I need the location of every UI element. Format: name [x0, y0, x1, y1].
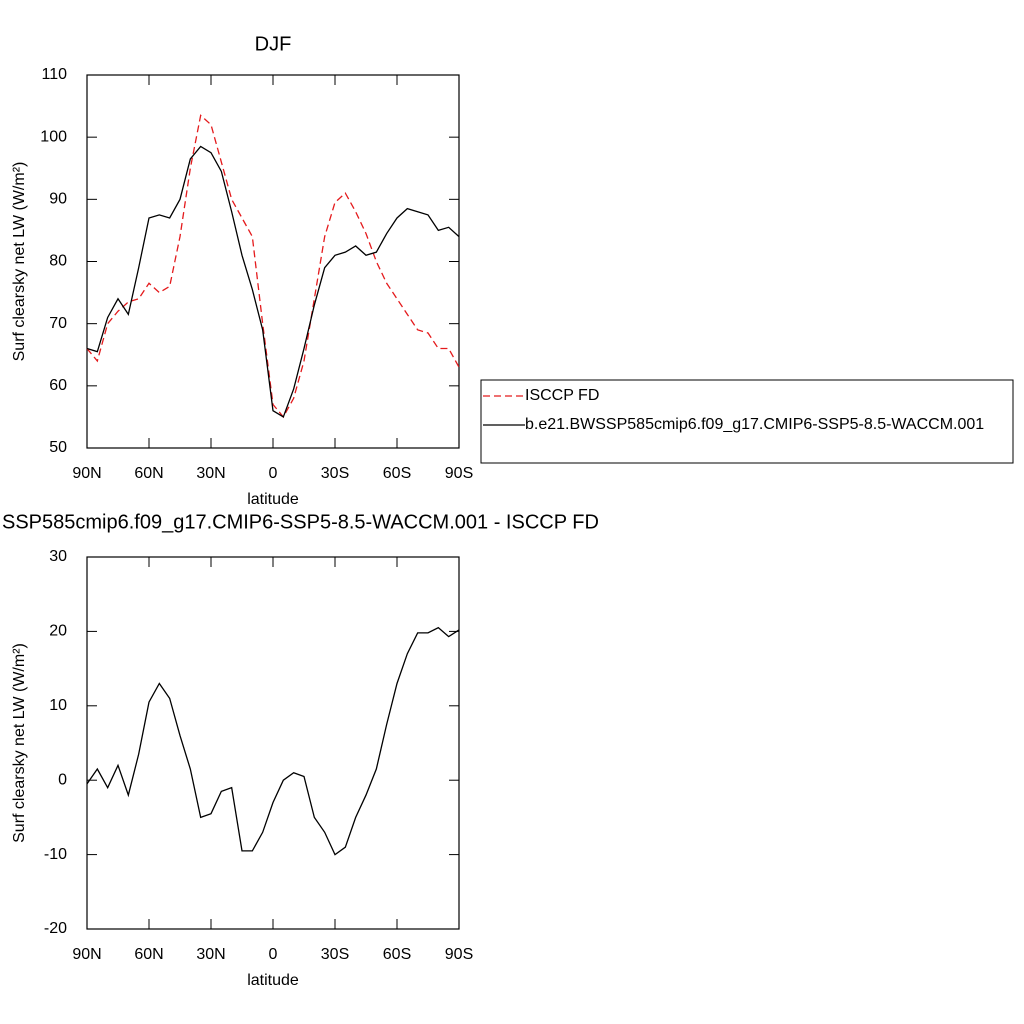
x-tick-label: 90N [72, 465, 101, 482]
x-tick-label: 0 [269, 946, 278, 963]
x-tick-label: 0 [269, 465, 278, 482]
y-tick-label: 0 [58, 771, 67, 788]
y-tick-label: 30 [49, 548, 67, 565]
y-tick-label: 110 [41, 66, 67, 83]
x-tick-label: 30S [321, 946, 349, 963]
legend-box [480, 379, 1014, 464]
y-tick-label: 80 [49, 253, 67, 270]
data-line [86, 626, 460, 856]
x-tick-label: 30S [321, 465, 349, 482]
plot-frame [86, 556, 460, 930]
plot-frame [86, 74, 460, 449]
x-tick-label: 90S [445, 946, 473, 963]
legend-label: ISCCP FD [525, 387, 599, 404]
x-tick-label: 60N [134, 465, 163, 482]
legend-label: b.e21.BWSSP585cmip6.f09_g17.CMIP6-SSP5-8… [525, 416, 984, 433]
chart-title: DJF [255, 33, 292, 55]
x-tick-label: 90N [72, 946, 101, 963]
y-tick-label: 60 [49, 377, 67, 394]
x-tick-label: 30N [196, 946, 225, 963]
x-tick-label: 30N [196, 465, 225, 482]
y-axis-label: Surf clearsky net LW (W/m²) [11, 162, 28, 362]
x-tick-label: 60S [383, 465, 411, 482]
data-line [86, 114, 460, 419]
y-tick-label: 90 [49, 191, 67, 208]
y-tick-label: 20 [49, 623, 67, 640]
x-tick-label: 90S [445, 465, 473, 482]
x-axis-label: latitude [247, 491, 299, 508]
y-tick-label: -10 [44, 846, 67, 863]
data-line [86, 145, 460, 418]
y-tick-label: 10 [49, 697, 67, 714]
y-tick-label: -20 [44, 920, 67, 937]
y-tick-label: 50 [49, 439, 67, 456]
y-tick-label: 100 [40, 128, 67, 145]
y-tick-label: 70 [49, 315, 67, 332]
x-tick-label: 60S [383, 946, 411, 963]
x-tick-label: 60N [134, 946, 163, 963]
chart-title: SSP585cmip6.f09_g17.CMIP6-SSP5-8.5-WACCM… [2, 511, 599, 533]
y-axis-label: Surf clearsky net LW (W/m²) [11, 643, 28, 843]
x-axis-label: latitude [247, 972, 299, 989]
